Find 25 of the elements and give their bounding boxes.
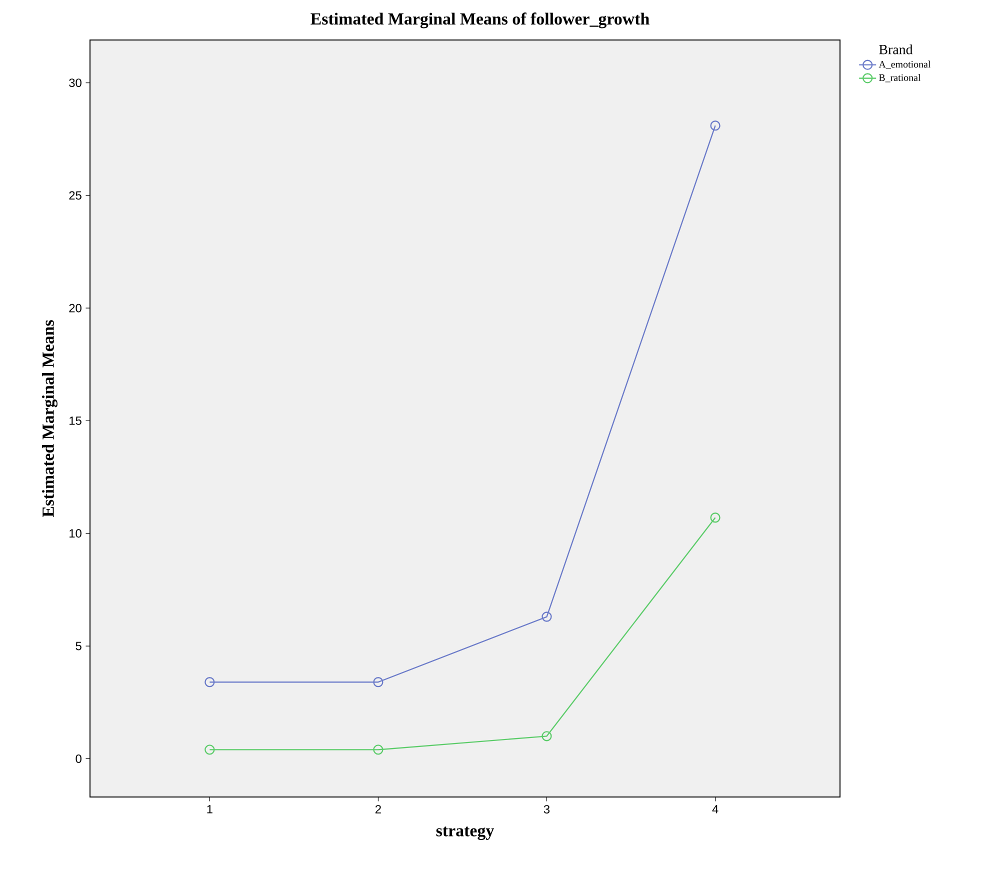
y-tick-label: 0 xyxy=(76,754,82,763)
y-tick-label: 20 xyxy=(69,304,82,312)
legend-label: A_emotional xyxy=(878,60,931,69)
y-tick-label: 30 xyxy=(69,78,82,88)
y-tick-label: 5 xyxy=(76,642,82,650)
point xyxy=(204,744,215,755)
legend-label: B_rational xyxy=(878,74,921,82)
x-tick-label: 4 xyxy=(712,805,718,814)
point xyxy=(542,612,552,622)
x-tick-label: 3 xyxy=(544,805,550,814)
y-tick-label: 10 xyxy=(70,529,82,538)
chart-title: Estimated Marginal Means of follower_growth xyxy=(310,12,650,28)
y-tick-label: 25 xyxy=(69,191,82,200)
x-tick-label: 1 xyxy=(207,805,212,814)
y-axis-title: Estimated Marginal Means xyxy=(42,320,58,517)
point xyxy=(373,744,384,755)
x-tick-label: 2 xyxy=(375,805,381,814)
legend-title: Brand xyxy=(879,44,913,54)
point xyxy=(710,120,720,131)
point xyxy=(373,677,384,688)
x-axis-title: strategy xyxy=(436,826,494,840)
y-tick-label: 15 xyxy=(70,416,82,425)
point xyxy=(710,512,720,523)
point xyxy=(542,731,552,742)
point xyxy=(204,677,215,688)
